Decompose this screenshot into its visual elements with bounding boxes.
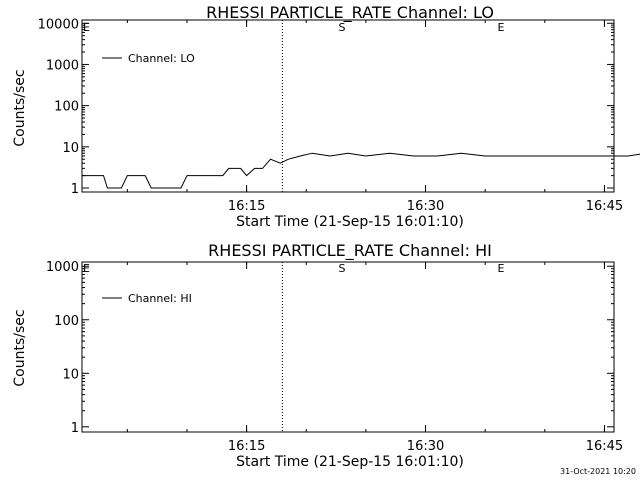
hi-x-axis-label: Start Time (21-Sep-15 16:01:10) (236, 454, 464, 470)
hi-corner-marker: E (83, 262, 90, 275)
hi-y-tick-label: 10 (62, 367, 79, 382)
lo-y-tick-label: 1 (71, 182, 79, 197)
hi-y-ticks: 1 10 100 1000 (46, 260, 614, 436)
lo-y-tick-label: 10000 (38, 17, 79, 32)
hi-legend-label: Channel: HI (128, 292, 192, 305)
hi-plot-frame (81, 261, 615, 433)
hi-y-axis-label: Counts/sec (12, 309, 28, 386)
lo-legend-label: Channel: LO (128, 52, 195, 65)
lo-y-tick-label: 1000 (46, 58, 79, 73)
lo-x-axis-label: Start Time (21-Sep-15 16:01:10) (236, 214, 464, 230)
lo-y-ticks: 1 10 100 1000 10000 (38, 17, 614, 197)
lo-channel-panel: RHESSI PARTICLE_RATE Channel: LO Counts/… (12, 3, 640, 230)
footer-timestamp: 31-Oct-2021 10:20 (560, 467, 636, 476)
hi-x-tick-label: 16:45 (586, 439, 623, 454)
lo-series-line (81, 152, 640, 189)
hi-end-marker: E (498, 262, 505, 275)
lo-y-axis-label: Counts/sec (12, 69, 28, 146)
lo-x-tick-label: 16:30 (407, 199, 444, 214)
lo-y-tick-label: 100 (54, 100, 79, 115)
lo-corner-marker: E (83, 21, 90, 34)
lo-start-marker: S (339, 21, 346, 34)
hi-y-tick-label: 1 (71, 421, 79, 436)
lo-y-tick-label: 10 (62, 141, 79, 156)
hi-y-tick-label: 1000 (46, 260, 79, 275)
lo-reference-lines (281, 20, 283, 192)
lo-x-tick-label: 16:15 (228, 199, 265, 214)
lo-end-marker: E (498, 21, 505, 34)
hi-channel-panel: RHESSI PARTICLE_RATE Channel: HI Counts/… (12, 241, 623, 470)
lo-chart-title: RHESSI PARTICLE_RATE Channel: LO (206, 3, 494, 23)
hi-y-tick-label: 100 (54, 314, 79, 329)
hi-x-tick-label: 16:15 (228, 439, 265, 454)
hi-chart-title: RHESSI PARTICLE_RATE Channel: HI (208, 241, 492, 261)
hi-reference-lines (281, 262, 283, 432)
hi-x-tick-label: 16:30 (407, 439, 444, 454)
lo-plot-frame (81, 19, 615, 193)
hi-start-marker: S (339, 262, 346, 275)
lo-x-tick-label: 16:45 (586, 199, 623, 214)
